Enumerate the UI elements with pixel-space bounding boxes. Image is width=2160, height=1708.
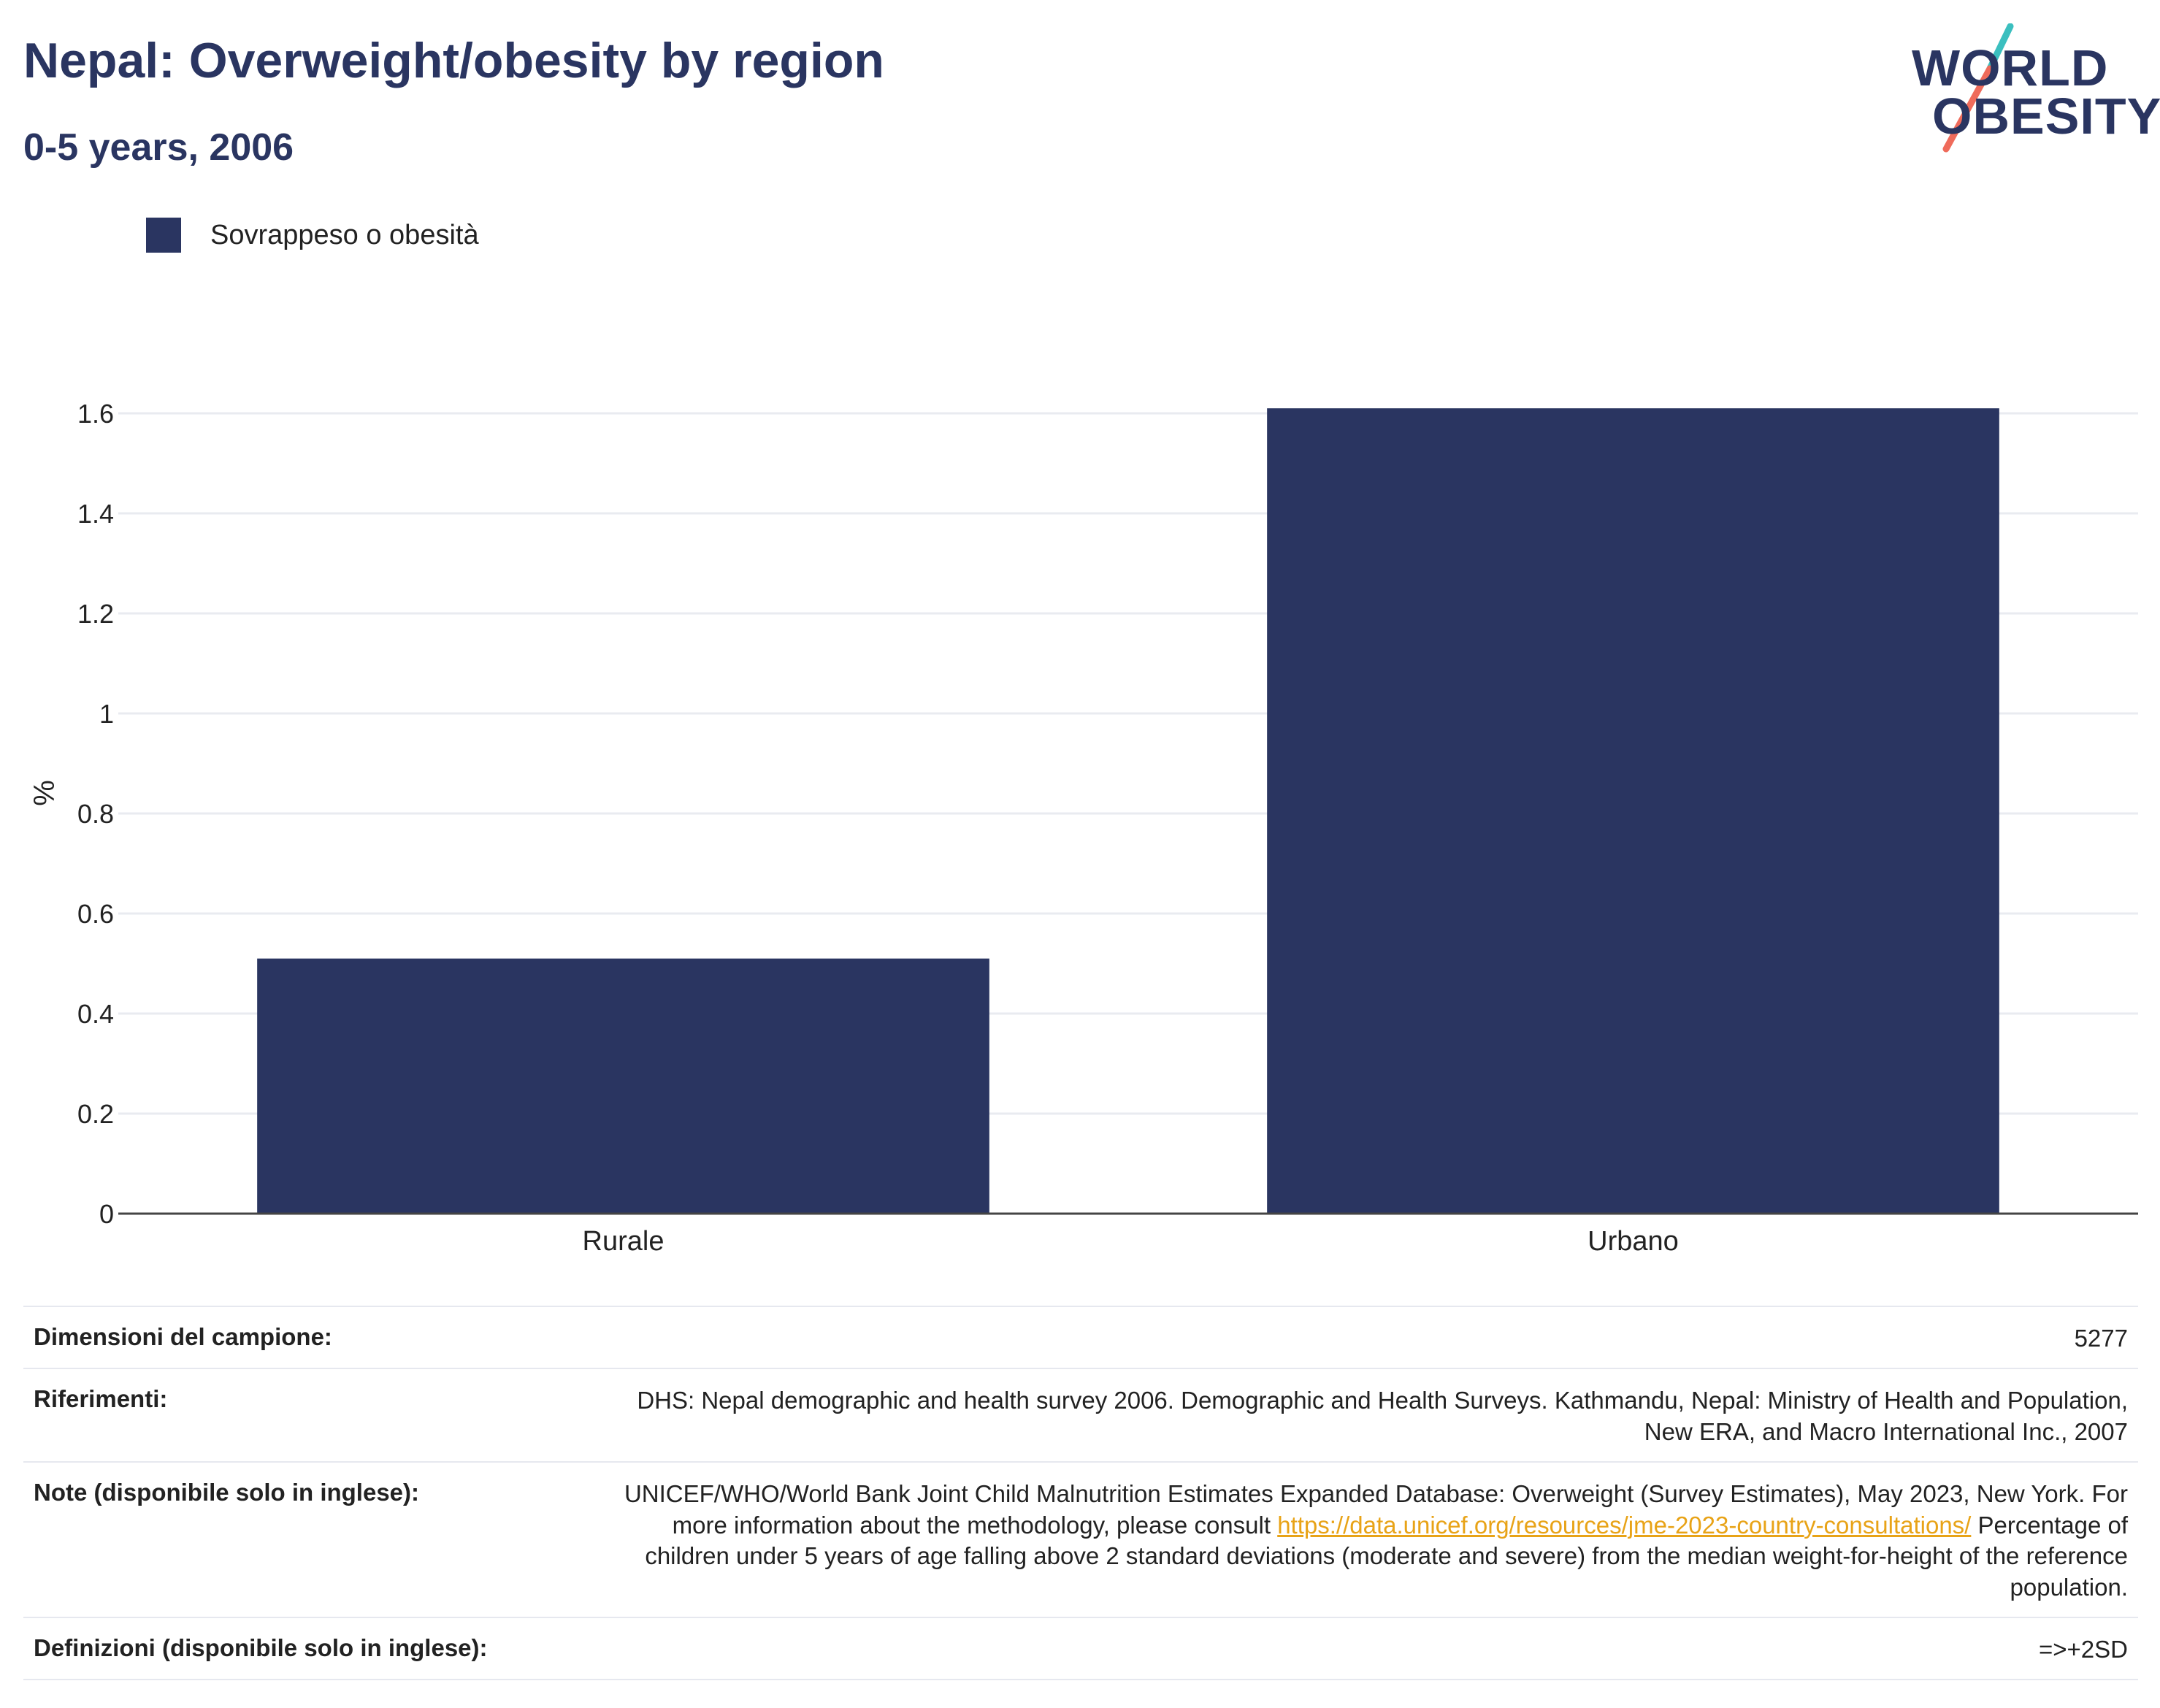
notes-label: Note (disponibile solo in inglese):	[34, 1478, 420, 1506]
bar-urbano	[1267, 408, 1999, 1214]
logo-line-2: OBESITY	[1932, 88, 2160, 145]
legend-label: Sovrappeso o obesità	[210, 219, 479, 250]
legend-swatch	[146, 218, 181, 253]
info-row-references: Riferimenti: DHS: Nepal demographic and …	[23, 1367, 2138, 1461]
bar-rurale	[257, 958, 989, 1214]
logo-line-1: WORLD	[1912, 39, 2109, 96]
info-row-definitions: Definizioni (disponibile solo in inglese…	[23, 1617, 2138, 1681]
y-tick-label: 1.6	[77, 399, 114, 429]
y-axis-title: %	[28, 780, 61, 806]
definitions-value: =>+2SD	[2038, 1636, 2128, 1663]
chart-subtitle: 0-5 years, 2006	[23, 126, 294, 169]
references-label: Riferimenti:	[34, 1385, 168, 1412]
notes-link[interactable]: https://data.unicef.org/resources/jme-20…	[1277, 1511, 1972, 1539]
logo-slash-icon	[1942, 23, 2014, 153]
legend: Sovrappeso o obesità	[146, 216, 479, 254]
x-tick-label: Urbano	[1588, 1226, 1679, 1257]
sample-size-value: 5277	[2074, 1325, 2128, 1352]
y-tick-label: 0	[99, 1199, 114, 1229]
y-tick-label: 0.8	[77, 799, 114, 829]
notes-value: UNICEF/WHO/World Bank Joint Child Malnut…	[609, 1479, 2128, 1604]
info-row-notes: Note (disponibile solo in inglese): UNIC…	[23, 1460, 2138, 1617]
y-tick-label: 1.4	[77, 499, 114, 529]
y-tick-label: 0.6	[77, 899, 114, 929]
info-row-sample-size: Dimensioni del campione: 5277	[23, 1306, 2138, 1368]
info-table: Dimensioni del campione: 5277 Riferiment…	[23, 1306, 2138, 1681]
y-tick-label: 1	[99, 699, 114, 729]
sample-size-label: Dimensioni del campione:	[34, 1323, 332, 1350]
x-tick-label: Rurale	[583, 1226, 665, 1257]
y-tick-label: 1.2	[77, 599, 114, 629]
definitions-label: Definizioni (disponibile solo in inglese…	[34, 1634, 488, 1662]
references-value: DHS: Nepal demographic and health survey…	[637, 1386, 2128, 1445]
notes-text-2: Percentage of children under 5 years of …	[645, 1511, 2128, 1601]
notes-text-1: UNICEF/WHO/World Bank Joint Child Malnut…	[624, 1479, 2128, 1539]
chart-title: Nepal: Overweight/obesity by region	[23, 33, 884, 88]
y-tick-label: 0.2	[77, 1099, 114, 1129]
bar-chart: 0 0.2 0.4 0.6 0.8 1 1.2 1.4 1.6 Rurale Urbano%	[28, 399, 2138, 1257]
world-obesity-logo: WORLD OBESITY	[1906, 23, 2160, 155]
y-tick-label: 0.4	[77, 999, 114, 1029]
